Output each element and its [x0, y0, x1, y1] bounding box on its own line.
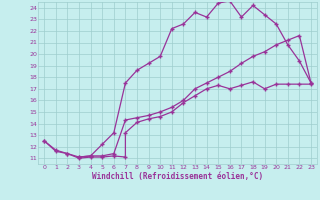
X-axis label: Windchill (Refroidissement éolien,°C): Windchill (Refroidissement éolien,°C) — [92, 172, 263, 181]
